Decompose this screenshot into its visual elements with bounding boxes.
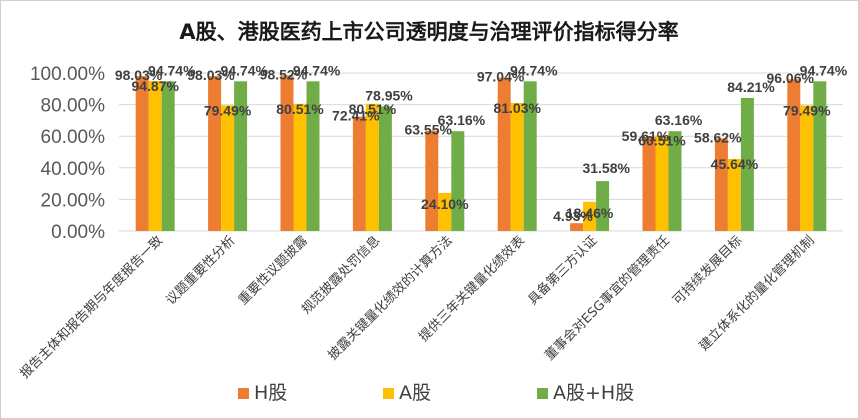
data-label: 94.87%	[131, 78, 179, 94]
y-tick-label: 20.00%	[41, 190, 106, 211]
bar	[800, 105, 814, 231]
legend: H股 A股 A股+H股	[238, 382, 634, 404]
bar	[596, 181, 610, 231]
bar	[293, 103, 307, 231]
bar	[787, 79, 801, 232]
y-tick-label: 80.00%	[41, 96, 106, 117]
data-label: 94.74%	[510, 62, 558, 78]
bar	[510, 102, 524, 232]
bar	[523, 81, 537, 232]
x-tick-label: 规范披露处罚信息	[298, 233, 383, 318]
bar	[642, 136, 656, 231]
bar	[668, 131, 682, 231]
data-label: 96.06%	[766, 70, 814, 86]
bar	[438, 192, 452, 231]
data-label: 97.04%	[477, 69, 525, 85]
x-tick-label: 建立体系化的量化管理机制	[696, 233, 818, 355]
data-label: 63.16%	[655, 112, 703, 128]
data-label: 94.74%	[220, 62, 268, 78]
data-label: 59.61%	[622, 128, 670, 144]
data-label: 18.46%	[566, 205, 614, 221]
legend-label: A股+H股	[553, 382, 634, 404]
bar	[365, 103, 379, 231]
legend-label: H股	[254, 382, 287, 404]
data-label: 80.51%	[349, 101, 397, 117]
x-tick-label: 可持续发展目标	[670, 233, 746, 309]
bar	[451, 131, 465, 231]
bar	[221, 105, 235, 231]
bar	[135, 76, 149, 231]
data-label: 94.74%	[293, 62, 341, 78]
data-label: 94.74%	[148, 62, 196, 78]
x-axis-ticks: 报告主体和报告期与年度报告一致议题重要性分析重要性议题披露规范披露处罚信息披露关…	[17, 233, 818, 382]
data-label: 98.03%	[187, 67, 235, 83]
data-label: 63.16%	[438, 112, 486, 128]
x-tick-label: 披露关键量化绩效的计算方法	[325, 233, 456, 364]
data-label: 98.03%	[115, 67, 163, 83]
chart-title: A股、港股医药上市公司透明度与治理评价指标得分率	[179, 20, 678, 44]
data-label: 94.74%	[800, 62, 848, 78]
bar	[583, 201, 597, 231]
x-tick-label: 报告主体和报告期与年度报告一致	[17, 233, 166, 382]
data-label: 4.93%	[553, 208, 593, 224]
data-label: 98.52%	[260, 66, 308, 82]
bar	[352, 116, 366, 231]
x-tick-label: 议题重要性分析	[163, 233, 239, 309]
bar	[161, 81, 175, 232]
x-tick-label: 重要性议题披露	[235, 233, 311, 309]
legend-swatch	[383, 388, 394, 399]
bar	[655, 135, 669, 231]
data-label: 84.21%	[727, 79, 775, 95]
bar	[740, 97, 754, 231]
bar	[425, 130, 439, 231]
bar	[306, 81, 320, 232]
y-tick-label: 40.00%	[41, 159, 106, 180]
legend-label: A股	[399, 382, 431, 404]
x-tick-label: 董事会对ESG事宜的管理责任	[542, 233, 673, 364]
data-label: 60.51%	[638, 132, 686, 148]
data-label: 79.49%	[204, 102, 252, 118]
data-labels: 98.03% 98.03% 98.52% 72.41% 63.55% 97.04% 4.93…	[115, 62, 848, 224]
bar	[570, 223, 584, 231]
legend-swatch	[537, 388, 548, 399]
y-axis-ticks: 0.00% 20.00% 40.00% 60.00% 80.00% 100.00%	[30, 64, 105, 243]
bar	[714, 138, 728, 231]
data-label: 24.10%	[421, 196, 469, 212]
data-label: 79.49%	[783, 102, 831, 118]
data-label: 78.95%	[365, 87, 413, 103]
y-tick-label: 0.00%	[51, 222, 105, 243]
data-label: 80.51%	[276, 101, 324, 117]
x-tick-label: 具备第三方认证	[525, 233, 601, 309]
data-label: 58.62%	[694, 129, 742, 145]
data-label: 81.03%	[493, 100, 541, 116]
y-tick-label: 100.00%	[30, 64, 105, 85]
bars	[135, 75, 827, 232]
bar	[813, 81, 827, 232]
legend-swatch	[238, 388, 249, 399]
bar	[497, 77, 511, 231]
data-label: 63.55%	[404, 122, 452, 138]
y-tick-label: 60.00%	[41, 127, 106, 148]
bar	[148, 81, 162, 231]
data-label: 45.64%	[711, 156, 759, 172]
bar	[727, 158, 741, 231]
bar	[208, 76, 222, 231]
bar	[280, 75, 294, 231]
bar	[378, 106, 392, 231]
data-label: 72.41%	[332, 108, 380, 124]
data-label: 31.58%	[582, 160, 630, 176]
bar	[234, 81, 248, 232]
